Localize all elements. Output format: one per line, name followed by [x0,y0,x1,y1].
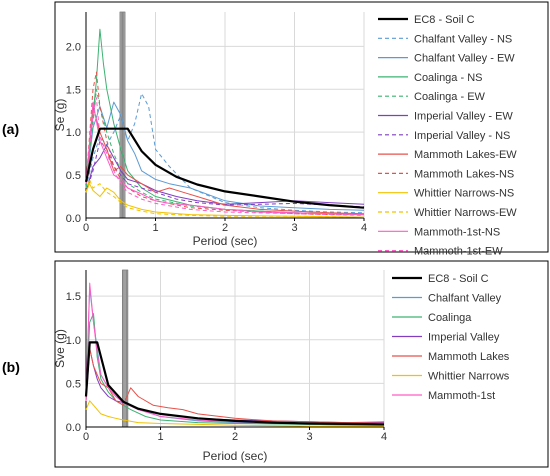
x-tick-label: 3 [291,222,297,234]
legend-label: Mammoth Lakes-EW [414,149,517,161]
legend-label: Coalinga [428,312,472,324]
y-tick-label: 1.5 [66,291,81,303]
series-line-chalfant-valley-ew [85,101,365,211]
series-line-imperial-valley-ew [85,144,365,205]
x-tick-label: 1 [152,222,158,234]
x-tick-label: 3 [306,431,312,443]
series-line-ec8-soil-c [84,341,385,426]
legend-label: Imperial Valley - NS [414,130,510,142]
legend-label: Mammoth-1st-NS [414,226,500,238]
x-tick-label: 4 [381,431,387,443]
legend-label: Coalinga - NS [414,72,482,84]
legend-label: Imperial Valley - EW [414,111,513,123]
series-line-whittier-narrows [85,400,384,427]
legend-label: Whittier Narrows-EW [414,207,517,219]
x-tick-label: 1 [157,431,163,443]
series-line-ec8-soil-c [84,127,365,209]
legend-label: Imperial Valley [428,332,500,344]
y-tick-label: 1.0 [66,127,81,139]
y-tick-label: 0.0 [66,213,81,225]
legend-label: Whittier Narrows-NS [414,188,514,200]
chart-a: 0 1 2 3 4 0.0 0.5 1.0 1.5 2.0 Period (sec) Se (g) EC… [53,11,517,258]
panel-label-b: (b) [2,359,20,375]
legend-label: Chalfant Valley - EW [414,53,515,65]
x-tick-label: 0 [83,431,89,443]
panel-label-a: (a) [2,121,19,137]
legend-label: Mammoth Lakes-NS [414,168,514,180]
y-axis-label: Se (g) [53,99,67,132]
legend-label: EC8 - Soil C [414,14,475,26]
panel-b-frame [54,260,549,468]
legend-label: EC8 - Soil C [428,273,489,285]
x-tick-label: 2 [232,431,238,443]
y-tick-label: 2.0 [66,41,81,53]
series-line-mammoth-1st-ns [85,101,365,216]
y-tick-label: 0.5 [66,170,81,182]
y-tick-label: 0.0 [66,422,81,434]
series-line-whittier-narrows-ns [85,183,365,218]
x-axis-label: Period (sec) [203,449,268,463]
series-line-whittier-narrows-ew [85,178,365,218]
x-tick-label: 4 [361,222,367,234]
panel-a-frame [54,1,549,253]
legend-label: Chalfant Valley [428,293,502,305]
x-axis-label: Period (sec) [193,234,258,248]
series-line-mammoth-lakes [85,348,385,424]
series-line-mammoth-1st-ew [85,97,365,216]
legend-label: Chalfant Valley - NS [414,33,512,45]
y-tick-label: 1.5 [66,84,81,96]
series-line-coalinga-ns [85,28,365,216]
series-line-mammoth-lakes-ew [85,105,365,215]
y-tick-label: 0.5 [66,378,81,390]
x-tick-label: 2 [222,222,228,234]
chart-b: 0 1 2 3 4 0.0 0.5 1.0 1.5 Period (sec) Sve (g) EC8 … [53,269,510,463]
legend-label: Coalinga - EW [414,91,486,103]
y-tick-label: 1.0 [66,335,81,347]
x-tick-label: 0 [83,222,89,234]
legend-label: Mammoth-1st-EW [414,246,503,258]
y-axis-label: Sve (g) [53,329,67,368]
legend-label: Whittier Narrows [428,371,510,383]
legend-label: Mammoth Lakes [428,351,510,363]
legend-label: Mammoth-1st [428,390,495,402]
